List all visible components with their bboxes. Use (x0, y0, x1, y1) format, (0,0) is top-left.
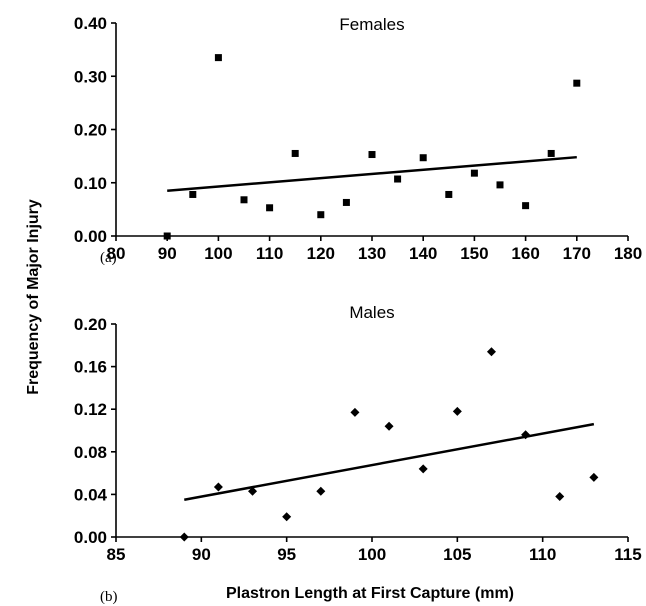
x-tick-label: 80 (107, 244, 126, 263)
y-tick-label: 0.16 (74, 358, 107, 377)
chart-title-females: Females (339, 15, 404, 34)
y-tick-label: 0.08 (74, 443, 107, 462)
x-tick-label: 105 (443, 545, 471, 564)
y-ticks-males: 0.00 0.04 0.08 0.12 0.16 0.20 (74, 315, 116, 547)
data-point (316, 486, 326, 496)
chart-panel-males: 0.00 0.04 0.08 0.12 0.16 0.20 85 90 95 100 105 110… (74, 303, 642, 605)
data-point (214, 54, 222, 62)
x-tick-label: 100 (204, 244, 232, 263)
x-tick-label: 110 (256, 244, 283, 263)
data-point (573, 79, 581, 87)
points-females (163, 54, 581, 240)
x-tick-label: 85 (107, 545, 126, 564)
panel-label-a: (a) (100, 250, 117, 266)
data-point (342, 198, 350, 206)
y-tick-label: 0.00 (74, 227, 107, 246)
data-point (266, 204, 274, 212)
x-tick-label: 180 (614, 244, 642, 263)
y-tick-label: 0.12 (74, 400, 107, 419)
y-tick-label: 0.00 (74, 528, 107, 547)
axes-males (115, 324, 628, 538)
data-point (418, 464, 428, 474)
data-point (179, 532, 189, 542)
chart-panel-females: 0.00 0.10 0.20 0.30 0.40 80 90 100 110 120 130 140… (74, 14, 642, 266)
x-tick-label: 100 (358, 545, 386, 564)
data-point (213, 482, 223, 492)
points-males (179, 347, 599, 542)
x-tick-label: 150 (460, 244, 488, 263)
y-tick-label: 0.40 (74, 14, 107, 33)
y-tick-label: 0.20 (74, 121, 107, 140)
data-point (189, 190, 197, 198)
x-ticks-females: 80 90 100 110 120 130 140 150 160 170 180 (107, 236, 642, 263)
data-point (248, 486, 258, 496)
x-ticks-males: 85 90 95 100 105 110 115 (107, 537, 642, 564)
x-tick-label: 130 (358, 244, 386, 263)
data-point (555, 492, 565, 502)
data-point (486, 347, 496, 357)
data-point (521, 430, 531, 440)
data-point (547, 149, 555, 157)
chart-title-males: Males (349, 303, 394, 322)
x-tick-label: 115 (614, 545, 641, 564)
data-point (384, 421, 394, 431)
x-tick-label: 120 (307, 244, 335, 263)
data-point (368, 151, 376, 159)
x-tick-label: 140 (409, 244, 437, 263)
x-tick-label: 95 (277, 545, 296, 564)
x-tick-label: 110 (529, 545, 556, 564)
data-point (419, 154, 427, 162)
data-point (282, 512, 292, 522)
data-point (445, 190, 453, 198)
data-point (496, 181, 504, 189)
data-point (589, 472, 599, 482)
y-ticks-females: 0.00 0.10 0.20 0.30 0.40 (74, 14, 116, 246)
x-tick-label: 90 (192, 545, 211, 564)
data-point (240, 196, 248, 204)
data-point (394, 175, 402, 183)
panel-label-b: (b) (100, 589, 118, 605)
y-tick-label: 0.20 (74, 315, 107, 334)
data-point (470, 169, 478, 177)
data-point (291, 149, 299, 157)
y-tick-label: 0.04 (74, 485, 108, 504)
x-tick-label: 170 (563, 244, 591, 263)
axes-females (115, 23, 628, 237)
x-tick-label: 90 (158, 244, 177, 263)
trendline-females (167, 155, 577, 192)
y-tick-label: 0.30 (74, 67, 107, 86)
x-axis-label: Plastron Length at First Capture (mm) (226, 585, 514, 602)
data-point (317, 211, 325, 219)
data-point (522, 202, 530, 210)
trendline-males (184, 422, 595, 501)
data-point (452, 406, 462, 416)
y-axis-label: Frequency of Major Injury (25, 199, 42, 395)
data-point (163, 232, 171, 240)
y-tick-label: 0.10 (74, 174, 107, 193)
x-tick-label: 160 (511, 244, 539, 263)
data-point (350, 407, 360, 417)
